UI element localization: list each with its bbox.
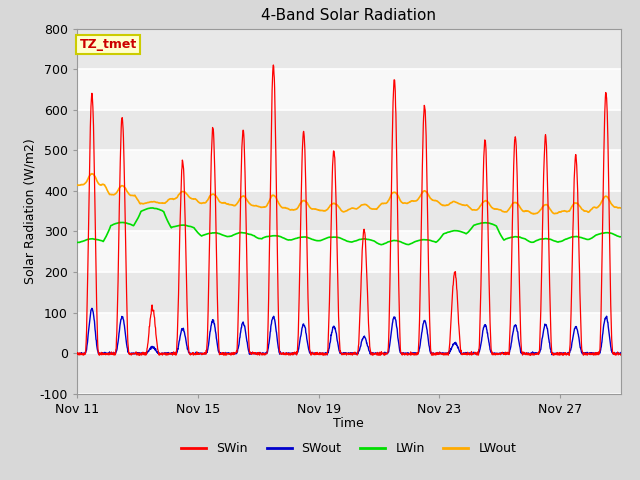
Bar <box>77 353 621 394</box>
Title: 4-Band Solar Radiation: 4-Band Solar Radiation <box>261 9 436 24</box>
Legend: SWin, SWout, LWin, LWout: SWin, SWout, LWin, LWout <box>176 437 522 460</box>
Bar <box>77 29 621 69</box>
Bar <box>77 69 621 110</box>
Bar <box>77 231 621 272</box>
Text: TZ_tmet: TZ_tmet <box>79 38 137 51</box>
X-axis label: Time: Time <box>333 417 364 430</box>
Bar <box>77 110 621 150</box>
Y-axis label: Solar Radiation (W/m2): Solar Radiation (W/m2) <box>24 138 36 284</box>
Bar <box>77 191 621 231</box>
Bar <box>77 150 621 191</box>
Bar <box>77 312 621 353</box>
Bar <box>77 272 621 312</box>
